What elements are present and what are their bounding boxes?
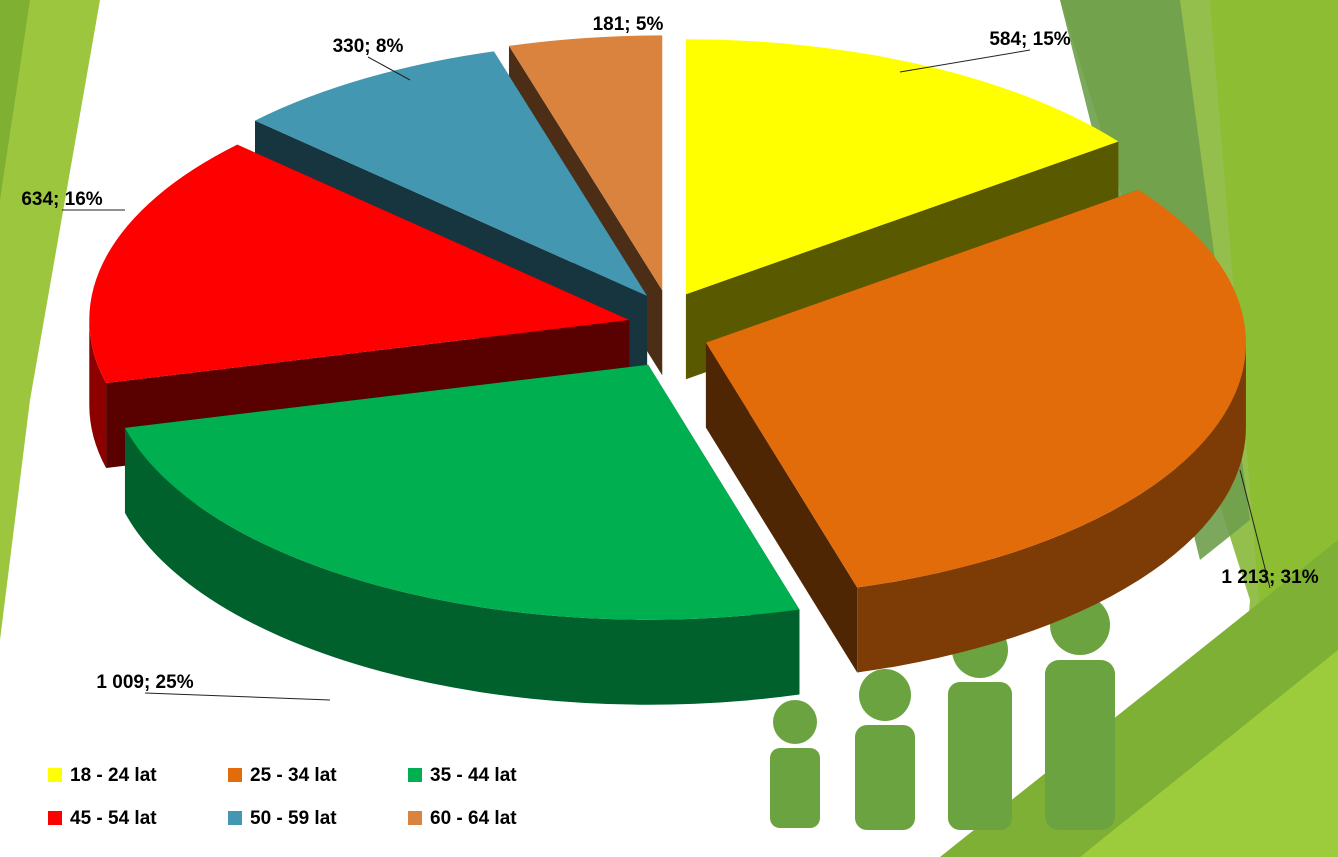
data-label: 584; 15% (989, 29, 1070, 50)
data-label: 1 009; 25% (96, 672, 193, 693)
leader-line (144, 692, 331, 701)
leader-line (367, 56, 411, 81)
legend-label: 50 - 59 lat (250, 808, 337, 829)
leader-line (899, 49, 1031, 73)
legend-swatch (408, 811, 422, 825)
slice-top (508, 35, 663, 291)
slice (124, 364, 800, 705)
slice (705, 189, 1246, 673)
legend-label: 25 - 34 lat (250, 765, 337, 786)
slice-top (89, 144, 630, 384)
legend-swatch (408, 768, 422, 782)
legend-label: 18 - 24 lat (70, 765, 157, 786)
leader-line (1239, 469, 1271, 589)
legend-label: 35 - 44 lat (430, 765, 517, 786)
data-label: 634; 16% (21, 189, 102, 210)
legend-swatch (48, 768, 62, 782)
slice (89, 144, 630, 469)
legend-swatch (48, 811, 62, 825)
slice-top (254, 51, 648, 296)
slice-side (124, 427, 800, 705)
slice-top (705, 189, 1246, 588)
legend-swatch (228, 768, 242, 782)
people-icon (770, 595, 1115, 830)
slice-top (685, 39, 1119, 295)
slice-side (857, 342, 1246, 673)
pie (89, 35, 1246, 705)
data-label: 181; 5% (593, 14, 664, 35)
data-label: 1 213; 31% (1221, 567, 1318, 588)
data-label: 330; 8% (333, 36, 404, 57)
slice-top (124, 364, 800, 620)
slice-wall (705, 342, 858, 673)
legend-label: 60 - 64 lat (430, 808, 517, 829)
legend-label: 45 - 54 lat (70, 808, 157, 829)
legend-swatch (228, 811, 242, 825)
slice-side (89, 319, 107, 469)
